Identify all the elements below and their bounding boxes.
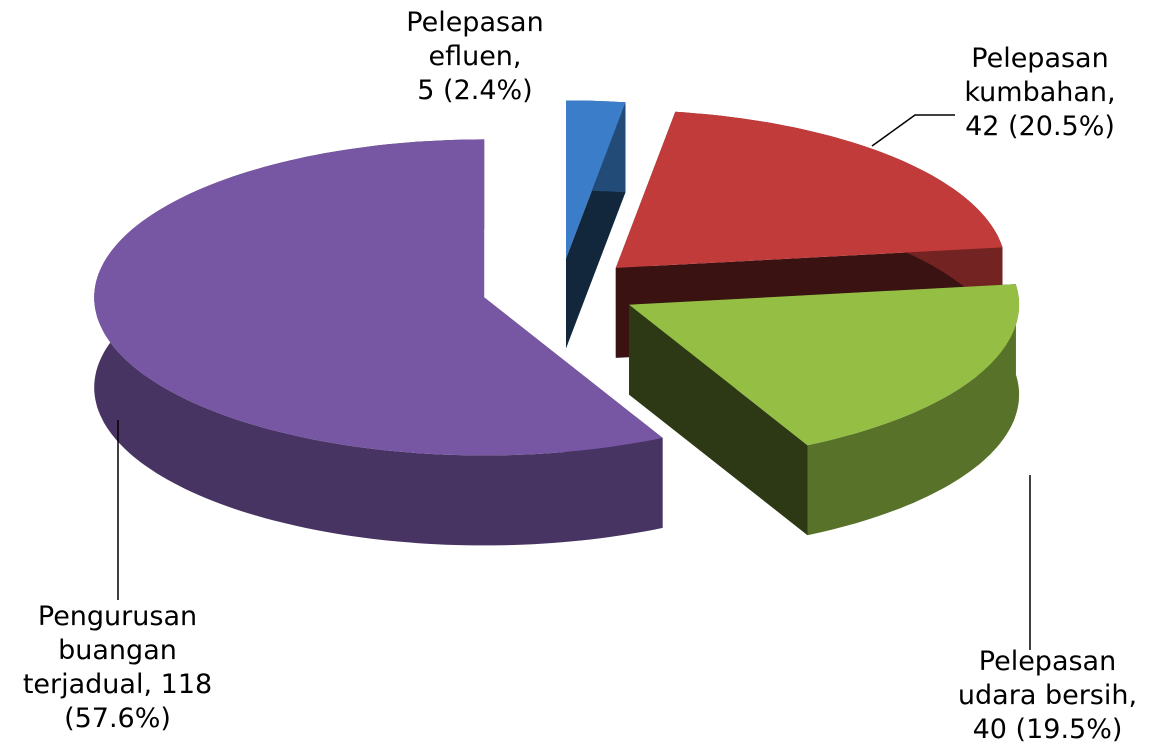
slice-side xyxy=(629,304,808,536)
data-label: Pelepasan efluen, 5 (2.4%) xyxy=(406,7,544,106)
slice-wall xyxy=(807,284,1020,536)
data-label: Pelepasan udara bersih, 40 (19.5%) xyxy=(957,646,1138,745)
leader-line xyxy=(871,114,955,147)
data-label: Pengurusan buangan terjadual, 118 (57.6%… xyxy=(22,601,213,734)
slice xyxy=(94,139,663,456)
slice xyxy=(615,111,1003,268)
slice xyxy=(629,284,1020,446)
slices xyxy=(94,100,1020,546)
data-label: Pelepasan kumbahan, 42 (20.5%) xyxy=(964,43,1116,142)
slice xyxy=(566,100,626,259)
